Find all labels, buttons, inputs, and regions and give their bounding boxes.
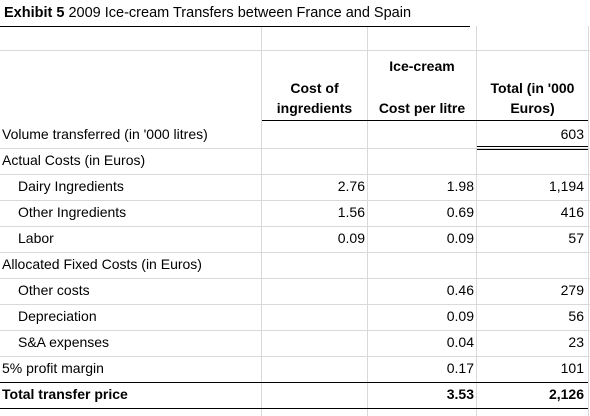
total-cell xyxy=(477,252,584,276)
header-line: Euros) xyxy=(510,100,555,116)
grid-row-line xyxy=(0,148,590,149)
total-row-top-rule xyxy=(0,382,588,383)
total-row-bottom-rule xyxy=(0,408,588,409)
header-line: Cost of xyxy=(290,80,339,96)
row-label: Volume transferred (in '000 litres) xyxy=(2,126,208,142)
total-cell: 57 xyxy=(568,230,584,246)
grid-row-line xyxy=(0,226,590,227)
total-cell: 603 xyxy=(560,126,584,142)
cost-of-ingredients-cell xyxy=(262,382,365,406)
grid-column-line xyxy=(588,26,589,416)
cost-of-ingredients-cell xyxy=(262,278,365,302)
total-cell: 1,194 xyxy=(548,178,584,194)
cost-of-ingredients-cell xyxy=(262,356,365,380)
row-label: Dairy Ingredients xyxy=(18,178,124,194)
grid-column-line xyxy=(367,26,368,416)
header-cost-of-ingredients: Cost of ingredients xyxy=(262,78,367,118)
cost-of-ingredients-cell xyxy=(262,330,365,354)
cost-of-ingredients-cell xyxy=(262,122,365,146)
total-cell: 23 xyxy=(568,334,584,350)
header-line: ingredients xyxy=(276,100,353,116)
cost-of-ingredients-cell: 1.56 xyxy=(337,204,365,220)
exhibit-title-text: 2009 Ice-cream Transfers between France … xyxy=(68,5,412,21)
grid-row-line xyxy=(0,252,590,253)
cost-of-ingredients-cell xyxy=(262,252,365,276)
grid-row-line xyxy=(0,356,590,357)
cost-per-litre-cell: 0.69 xyxy=(446,204,474,220)
row-label: Labor xyxy=(18,230,54,246)
exhibit-label: Exhibit 5 xyxy=(4,5,65,21)
header-underline xyxy=(262,120,588,121)
cost-per-litre-cell: 0.46 xyxy=(446,282,474,298)
row-label: Other Ingredients xyxy=(18,204,127,220)
grid-row-line xyxy=(0,200,590,201)
header-line: Total (in '000 xyxy=(490,80,575,96)
header-ice-cream-group: Ice-cream xyxy=(389,58,455,74)
row-label: Depreciation xyxy=(18,308,97,324)
grid-row-line xyxy=(0,304,590,305)
total-cell: 279 xyxy=(560,282,584,298)
grid-row-line xyxy=(0,174,590,175)
cost-per-litre-cell: 0.04 xyxy=(446,334,474,350)
cost-per-litre-cell: 0.17 xyxy=(446,360,474,376)
total-cell xyxy=(477,148,584,172)
grid-row-line xyxy=(0,278,590,279)
cost-of-ingredients-cell xyxy=(262,304,365,328)
row-label: S&A expenses xyxy=(18,334,110,350)
grid-row-line xyxy=(0,330,590,331)
total-cell: 56 xyxy=(568,308,584,324)
total-double-rule xyxy=(477,146,588,150)
cost-per-litre-cell: 0.09 xyxy=(446,230,474,246)
cost-per-litre-cell: 0.09 xyxy=(446,308,474,324)
header-total: Total (in '000 Euros) xyxy=(477,78,588,118)
cost-of-ingredients-cell: 2.76 xyxy=(337,178,365,194)
row-label: Other costs xyxy=(18,282,90,298)
row-label: 5% profit margin xyxy=(2,360,104,376)
row-label: Actual Costs (in Euros) xyxy=(2,152,146,168)
cost-of-ingredients-cell xyxy=(262,148,365,172)
total-cell: 416 xyxy=(560,204,584,220)
grid-column-line xyxy=(261,26,262,416)
row-label: Allocated Fixed Costs (in Euros) xyxy=(2,256,202,272)
cost-per-litre-cell xyxy=(368,122,474,146)
cost-of-ingredients-cell: 0.09 xyxy=(337,230,365,246)
cost-per-litre-cell: 3.53 xyxy=(446,386,474,402)
grid-column-line xyxy=(476,26,477,416)
cost-per-litre-cell xyxy=(368,148,474,172)
grid-row-line xyxy=(0,50,590,51)
exhibit-title: Exhibit 5 2009 Ice-cream Transfers betwe… xyxy=(4,2,411,24)
total-cell: 101 xyxy=(560,360,584,376)
header-cost-per-litre: Cost per litre xyxy=(378,100,466,116)
row-label: Total transfer price xyxy=(2,386,128,402)
cost-per-litre-cell xyxy=(368,252,474,276)
title-underline xyxy=(0,26,470,27)
total-cell: 2,126 xyxy=(548,386,584,402)
cost-per-litre-cell: 1.98 xyxy=(446,178,474,194)
